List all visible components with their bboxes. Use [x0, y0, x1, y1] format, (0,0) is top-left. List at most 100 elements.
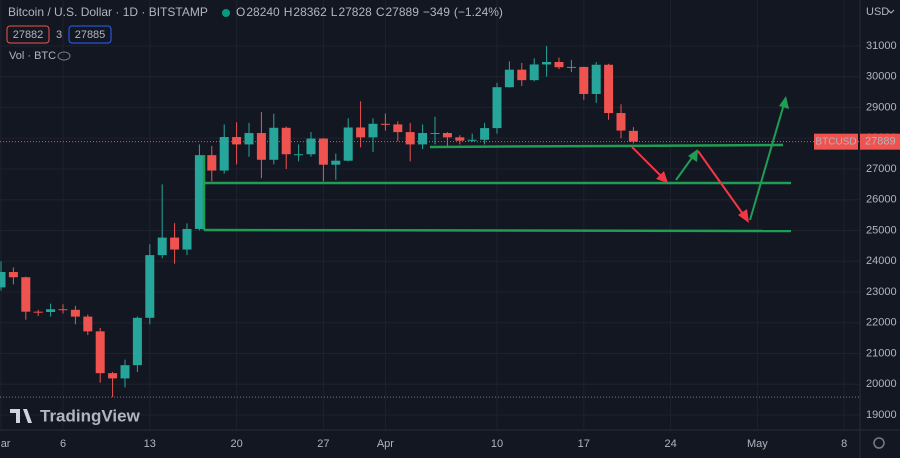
- ohlc-key: L: [331, 5, 338, 19]
- ohlc-key: O: [236, 5, 245, 19]
- y-tick-label: 30000: [866, 71, 897, 83]
- support-line: [203, 228, 792, 233]
- arrow-head: [656, 171, 668, 183]
- candle-body: [108, 373, 118, 379]
- candle-body: [430, 133, 440, 135]
- candle-body: [504, 69, 514, 88]
- settings[interactable]: [873, 437, 885, 449]
- ohlc-value: 27889: [386, 5, 420, 19]
- change-pct: (−1.24%): [454, 5, 503, 19]
- candle-body: [46, 309, 56, 312]
- candle-body: [554, 61, 564, 68]
- y-tick-label: 19000: [866, 409, 897, 421]
- candle-body: [380, 123, 390, 125]
- last-price: 27889: [865, 136, 896, 148]
- candle-body: [343, 127, 353, 161]
- candle-body: [492, 87, 502, 129]
- candle-body: [318, 138, 328, 165]
- x-tick-label: 8: [841, 438, 847, 450]
- candle-body: [207, 155, 217, 171]
- arrows: [631, 96, 789, 223]
- candle-body: [0, 272, 6, 288]
- candle-body: [442, 133, 452, 138]
- arrow-up: [749, 103, 785, 221]
- arrow-up: [675, 154, 695, 181]
- arrow-down: [631, 146, 665, 180]
- hide-icon[interactable]: [57, 51, 71, 61]
- candle-body: [393, 124, 403, 133]
- x-tick-label: 17: [578, 438, 590, 450]
- candle-body: [628, 130, 638, 142]
- x-tick-label: May: [747, 438, 768, 450]
- ask: 27885: [75, 29, 106, 41]
- arrow-head: [688, 149, 698, 162]
- ohlc-value: 27828: [338, 5, 372, 19]
- x-tick-label: 24: [664, 438, 676, 450]
- last-price-bg: [860, 133, 900, 150]
- candle-body: [418, 133, 428, 145]
- y-tick-label: 27000: [866, 163, 897, 175]
- candle-body: [405, 132, 415, 145]
- y-tick-label: 24000: [866, 255, 897, 267]
- candle-body: [269, 127, 279, 160]
- candle-body: [194, 155, 204, 229]
- grid: [0, 0, 860, 430]
- candle-body: [157, 237, 167, 256]
- x-tick-label: 10: [491, 438, 503, 450]
- bid-box[interactable]: [6, 25, 50, 44]
- y-tick-label: 29000: [866, 101, 897, 113]
- y-tick-label: 22000: [866, 317, 897, 329]
- x-tick-label: 13: [144, 438, 156, 450]
- candle-body: [58, 309, 68, 311]
- candle-body: [591, 64, 601, 94]
- logo-icon: [10, 409, 32, 423]
- candle-body: [182, 228, 192, 250]
- arrow-down: [697, 150, 746, 218]
- ask-box[interactable]: [68, 25, 112, 44]
- candle-body: [604, 64, 614, 114]
- candle-body: [306, 138, 316, 155]
- candle-body: [566, 66, 576, 68]
- candle-body: [294, 154, 304, 156]
- candle-body: [616, 113, 626, 131]
- arrow-head: [738, 209, 749, 223]
- candle-body: [529, 64, 539, 81]
- candle-body: [132, 317, 142, 366]
- y-tick-label: 26000: [866, 194, 897, 206]
- candle-body: [455, 137, 465, 141]
- bid: 27882: [13, 29, 44, 41]
- x-tick-label: 27: [317, 438, 329, 450]
- y-tick-label: 25000: [866, 224, 897, 236]
- support-line: [429, 143, 784, 149]
- axes: 19000 20000 21000 22000 23000 24000 25000 26000…: [0, 40, 897, 450]
- ohlc-value: 28240: [246, 5, 280, 19]
- ohlc-value: 28362: [293, 5, 327, 19]
- candle-body: [244, 133, 254, 145]
- y-tick-label: 31000: [866, 40, 897, 52]
- spread: 3: [56, 29, 62, 41]
- ohlc-key: C: [376, 5, 385, 19]
- currency[interactable]: USD: [866, 6, 889, 18]
- x-tick-label: Apr: [377, 438, 394, 450]
- candle-body: [467, 139, 477, 141]
- candle-body: [368, 123, 378, 138]
- volume-label: Vol · BTC: [9, 50, 56, 62]
- candle-body: [95, 331, 105, 374]
- candles: [0, 46, 638, 398]
- symbol-tag-bg: [814, 133, 858, 150]
- market-status[interactable]: [222, 9, 230, 17]
- candle-body: [120, 365, 130, 379]
- x-tick-label: 6: [60, 438, 66, 450]
- candle-body: [256, 133, 266, 160]
- candle-body: [21, 277, 31, 312]
- symbol-tag: BTCUSD: [815, 136, 856, 147]
- x-tick-label: 20: [230, 438, 242, 450]
- candle-body: [70, 309, 80, 317]
- ohlc-legend: O 28240 H 28362 L 27828 C 27889 −349 (−1.24%): [236, 5, 503, 19]
- candle-body: [542, 61, 552, 65]
- candle-body: [232, 137, 242, 145]
- candle-body: [145, 255, 155, 318]
- logo[interactable]: TradingView: [40, 406, 141, 425]
